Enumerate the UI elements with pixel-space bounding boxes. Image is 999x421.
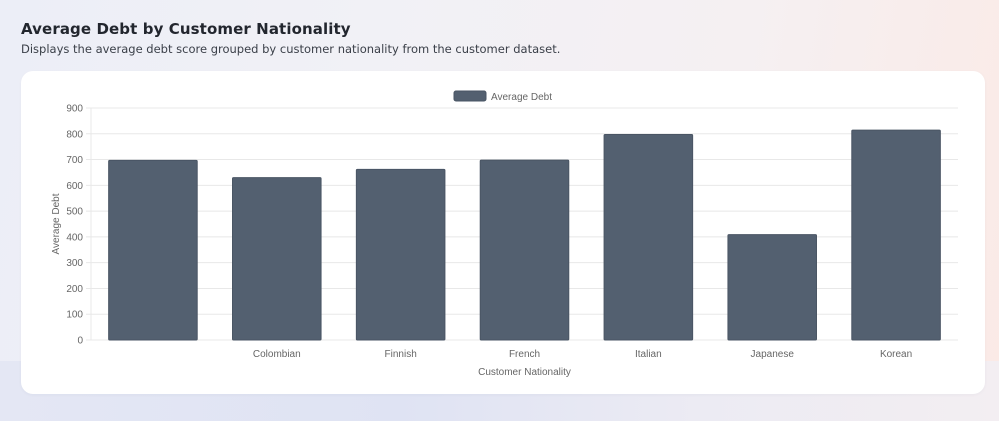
y-tick-label: 800 bbox=[66, 129, 83, 140]
x-tick-label: Italian bbox=[635, 349, 662, 360]
legend-label[interactable]: Average Debt bbox=[491, 92, 552, 103]
legend[interactable]: Average Debt bbox=[453, 90, 552, 103]
bar[interactable] bbox=[108, 159, 198, 341]
bars bbox=[108, 129, 941, 341]
bar-chart: 0 100 200 300 400 500 600 700 800 900 Colombian Fi… bbox=[51, 90, 958, 378]
x-tick-label: Korean bbox=[880, 349, 912, 360]
x-axis-title: Customer Nationality bbox=[478, 367, 571, 378]
page-title: Average Debt by Customer Nationality bbox=[21, 20, 351, 38]
x-tick-label: French bbox=[509, 349, 540, 360]
bar[interactable] bbox=[479, 159, 570, 341]
bar[interactable] bbox=[727, 234, 817, 341]
bar[interactable] bbox=[232, 177, 322, 341]
x-axis-ticks: Colombian Finnish French Italian Japanese Kor… bbox=[253, 349, 912, 360]
y-tick-label: 700 bbox=[66, 155, 83, 166]
bar[interactable] bbox=[603, 134, 694, 341]
y-axis-ticks: 0 100 200 300 400 500 600 700 800 900 bbox=[66, 104, 83, 347]
x-tick-label: Finnish bbox=[385, 349, 417, 360]
y-tick-label: 0 bbox=[77, 336, 83, 347]
chart-card: 0 100 200 300 400 500 600 700 800 900 Colombian Fi… bbox=[21, 71, 985, 394]
x-tick-label: Colombian bbox=[253, 349, 301, 360]
bar[interactable] bbox=[851, 129, 941, 341]
y-tick-label: 500 bbox=[66, 207, 83, 218]
y-axis-title: Average Debt bbox=[51, 193, 62, 254]
legend-swatch[interactable] bbox=[453, 90, 487, 102]
y-tick-label: 400 bbox=[66, 232, 83, 243]
x-tick-label: Japanese bbox=[751, 349, 795, 360]
y-tick-label: 100 bbox=[66, 310, 83, 321]
y-tick-label: 300 bbox=[66, 258, 83, 269]
page-subtitle: Displays the average debt score grouped … bbox=[21, 42, 561, 56]
y-tick-label: 200 bbox=[66, 284, 83, 295]
y-tick-label: 900 bbox=[66, 104, 83, 115]
page-header: Average Debt by Customer Nationality Dis… bbox=[21, 20, 560, 56]
y-tick-label: 600 bbox=[66, 181, 83, 192]
bar[interactable] bbox=[355, 168, 446, 341]
